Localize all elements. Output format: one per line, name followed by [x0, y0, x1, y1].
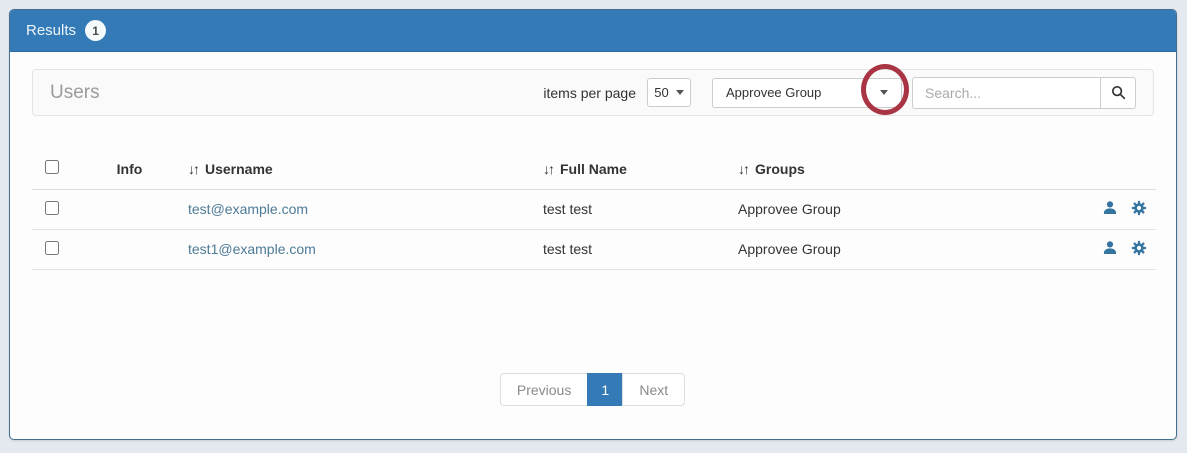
- cell-groups: Approvee Group: [732, 229, 1082, 270]
- pagination-next-button[interactable]: Next: [622, 373, 686, 406]
- items-per-page-value: 50: [654, 85, 669, 100]
- results-panel: Results 1 Users items per page 50 Approv…: [9, 9, 1177, 440]
- users-toolbar: Users items per page 50 Approvee Group: [32, 63, 1154, 116]
- column-header-full-name[interactable]: ↓↑ Full Name: [537, 149, 732, 190]
- table-row: test@example.com test test Approvee Grou…: [32, 189, 1156, 230]
- column-header-groups[interactable]: ↓↑ Groups: [732, 149, 1082, 190]
- user-profile-icon[interactable]: [1102, 200, 1118, 219]
- table-row: test1@example.com test test Approvee Gro…: [32, 229, 1156, 270]
- results-panel-heading: Results 1: [10, 10, 1176, 52]
- sort-icon: ↓↑: [543, 160, 555, 177]
- caret-down-icon: [880, 90, 888, 95]
- username-link[interactable]: test1@example.com: [188, 241, 316, 257]
- username-link[interactable]: test@example.com: [188, 201, 309, 217]
- sort-icon: ↓↑: [738, 160, 750, 177]
- highlight-annotation-circle: [861, 63, 909, 115]
- group-filter-value: Approvee Group: [726, 85, 822, 100]
- users-heading: Users: [50, 81, 100, 103]
- users-table: Info ↓↑ Username ↓↑ Full Name ↓↑ Groups tes…: [32, 149, 1156, 270]
- results-panel-body: Users items per page 50 Approvee Group: [10, 52, 1176, 439]
- column-header-info: Info: [77, 149, 182, 190]
- pagination-page-1-button[interactable]: 1: [587, 373, 624, 406]
- toolbar-controls: items per page 50 Approvee Group: [543, 63, 1136, 115]
- search-input[interactable]: [912, 76, 1101, 109]
- table-header-row: Info ↓↑ Username ↓↑ Full Name ↓↑ Groups: [32, 149, 1156, 190]
- settings-gear-icon[interactable]: [1131, 200, 1147, 219]
- cell-groups: Approvee Group: [732, 189, 1082, 230]
- search-icon: [1111, 85, 1125, 100]
- results-count-badge: 1: [85, 20, 107, 41]
- results-title: Results: [26, 22, 77, 39]
- cell-full-name: test test: [537, 229, 732, 270]
- pagination-previous-button[interactable]: Previous: [499, 373, 589, 406]
- items-per-page-label: items per page: [543, 84, 636, 101]
- user-profile-icon[interactable]: [1102, 240, 1118, 259]
- sort-icon: ↓↑: [188, 160, 200, 177]
- pagination: Previous 1 Next: [10, 373, 1176, 406]
- search-button[interactable]: [1100, 76, 1136, 109]
- group-filter-select[interactable]: Approvee Group: [712, 63, 909, 115]
- column-header-username[interactable]: ↓↑ Username: [182, 149, 537, 190]
- row-checkbox[interactable]: [45, 200, 59, 215]
- cell-info: [77, 189, 182, 230]
- caret-down-icon: [675, 90, 684, 95]
- select-all-checkbox[interactable]: [45, 160, 59, 175]
- cell-info: [77, 229, 182, 270]
- items-per-page-select[interactable]: 50: [647, 78, 691, 107]
- search-group: [912, 76, 1136, 109]
- row-checkbox[interactable]: [45, 240, 59, 255]
- cell-full-name: test test: [537, 189, 732, 230]
- settings-gear-icon[interactable]: [1131, 240, 1147, 259]
